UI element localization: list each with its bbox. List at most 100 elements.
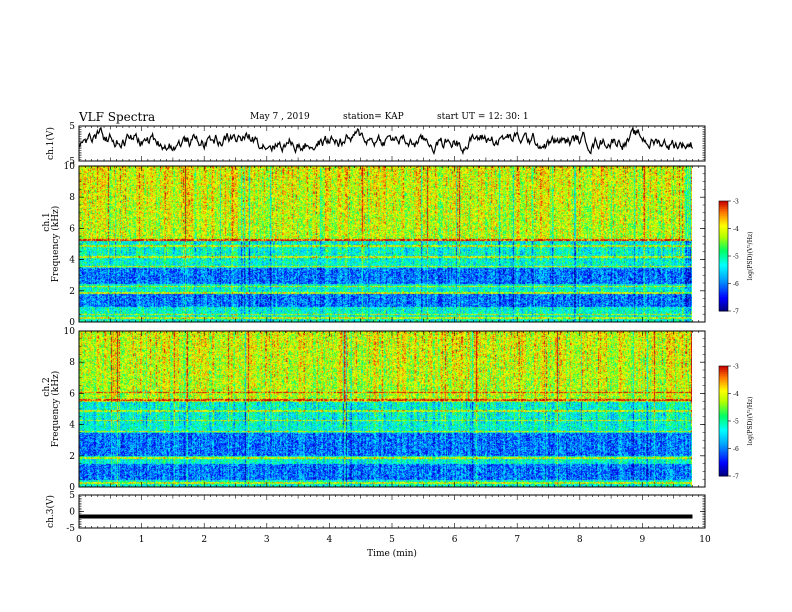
voltage-axis-label: ch.3(V) <box>45 495 56 528</box>
colorbar-swatch <box>719 213 728 217</box>
colorbar-swatch <box>719 439 728 442</box>
x-tick-label: 10 <box>699 535 711 545</box>
colorbar-swatch <box>719 256 728 259</box>
colorbar-swatch <box>719 421 728 424</box>
colorbar-swatch <box>719 228 728 231</box>
colorbar-swatch <box>719 210 728 213</box>
voltage-axis-label: ch.1(V) <box>45 127 56 160</box>
colorbar-swatch <box>719 432 728 435</box>
colorbar-swatch <box>719 241 728 244</box>
colorbar-swatch <box>719 373 728 376</box>
colorbar-swatch <box>719 367 728 371</box>
colorbar-swatch <box>719 380 728 383</box>
colorbar-swatch <box>719 289 728 292</box>
colorbar-swatch <box>719 307 728 310</box>
colorbar-swatch <box>719 208 728 211</box>
colorbar-swatch <box>719 410 728 413</box>
ch1-spectrogram-image <box>79 166 692 322</box>
y-tick-label: 6 <box>69 224 75 234</box>
colorbar-swatch <box>719 400 728 404</box>
y-tick-label: 5 <box>69 491 75 501</box>
colorbar-swatch <box>719 378 728 382</box>
colorbar-label: log(PSD)(V²/Hz) <box>747 232 754 281</box>
colorbar-swatch <box>719 443 728 446</box>
colorbar-swatch <box>719 204 728 207</box>
y-tick-label: 2 <box>69 452 75 462</box>
colorbar-swatch <box>719 404 728 407</box>
colorbar-swatch <box>719 237 728 240</box>
colorbar-swatch <box>719 202 728 206</box>
chart-title: VLF Spectra <box>79 110 156 124</box>
colorbar-swatch <box>719 422 728 426</box>
y-tick-label: 0 <box>69 508 75 518</box>
colorbar-swatch <box>719 408 728 411</box>
colorbar-swatch <box>719 224 728 228</box>
colorbar-swatch <box>719 301 728 305</box>
y-tick-label: 0 <box>69 318 75 328</box>
colorbar-swatch <box>719 234 728 237</box>
ch1-waveform-line <box>78 125 694 156</box>
colorbar-swatch <box>719 465 728 468</box>
colorbar-swatch <box>719 235 728 239</box>
colorbar-swatch <box>719 252 728 255</box>
x-tick-label: 0 <box>76 535 82 545</box>
y-tick-label: 2 <box>69 287 75 297</box>
frequency-axis-label: Frequency (kHz) <box>50 371 61 448</box>
colorbar-swatch <box>719 435 728 438</box>
y-tick-label: 5 <box>69 122 75 132</box>
colorbar-tick-label: -5 <box>733 254 739 261</box>
colorbar-swatch <box>719 232 728 235</box>
colorbar-tick-label: -7 <box>733 474 739 481</box>
colorbar-swatch <box>719 261 728 264</box>
colorbar-swatch <box>719 428 728 431</box>
colorbar-swatch <box>719 272 728 275</box>
colorbar-swatch <box>719 446 728 449</box>
colorbar-tick-label: -4 <box>733 391 739 398</box>
colorbar-swatch <box>719 298 728 301</box>
colorbar-swatch <box>719 223 728 226</box>
colorbar-swatch <box>719 287 728 290</box>
colorbar-swatch <box>719 270 728 273</box>
colorbar-swatch <box>719 382 728 385</box>
colorbar-swatch <box>719 448 728 451</box>
colorbar-swatch <box>719 455 728 459</box>
colorbar-swatch <box>719 285 728 288</box>
colorbar-swatch <box>719 290 728 294</box>
colorbar-swatch <box>719 472 728 475</box>
x-tick-label: 7 <box>514 535 520 545</box>
colorbar-swatch <box>719 461 728 464</box>
ch2-spectrogram-image <box>79 331 692 487</box>
channel-label: ch.2 <box>42 377 52 396</box>
y-tick-label: -5 <box>66 524 75 534</box>
colorbar-swatch <box>719 230 728 233</box>
colorbar-swatch <box>719 366 728 369</box>
colorbar-swatch <box>719 263 728 266</box>
colorbar-swatch <box>719 245 728 248</box>
colorbar-swatch <box>719 457 728 460</box>
colorbar-tick-label: -4 <box>733 226 739 233</box>
colorbar-swatch <box>719 391 728 394</box>
colorbar-swatch <box>719 246 728 250</box>
colorbar-swatch <box>719 276 728 279</box>
colorbar-swatch <box>719 393 728 396</box>
colorbar-swatch <box>719 309 728 312</box>
colorbar-swatch <box>719 433 728 437</box>
colorbar-swatch <box>719 243 728 246</box>
y-tick-label: 10 <box>64 162 76 172</box>
colorbar-swatch <box>719 257 728 261</box>
x-tick-label: 2 <box>201 535 207 545</box>
y-tick-label: 4 <box>69 256 75 266</box>
y-tick-label: 8 <box>69 193 75 203</box>
x-tick-label: 1 <box>139 535 145 545</box>
colorbar-swatch <box>719 470 728 473</box>
colorbar-swatch <box>719 294 728 297</box>
colorbar-swatch <box>719 395 728 398</box>
colorbar-tick-label: -3 <box>733 364 739 371</box>
colorbar-swatch <box>719 239 728 242</box>
colorbar-swatch <box>719 468 728 471</box>
colorbar-swatch <box>719 413 728 416</box>
colorbar-swatch <box>719 248 728 251</box>
x-tick-label: 8 <box>577 535 583 545</box>
colorbar-swatch <box>719 219 728 222</box>
